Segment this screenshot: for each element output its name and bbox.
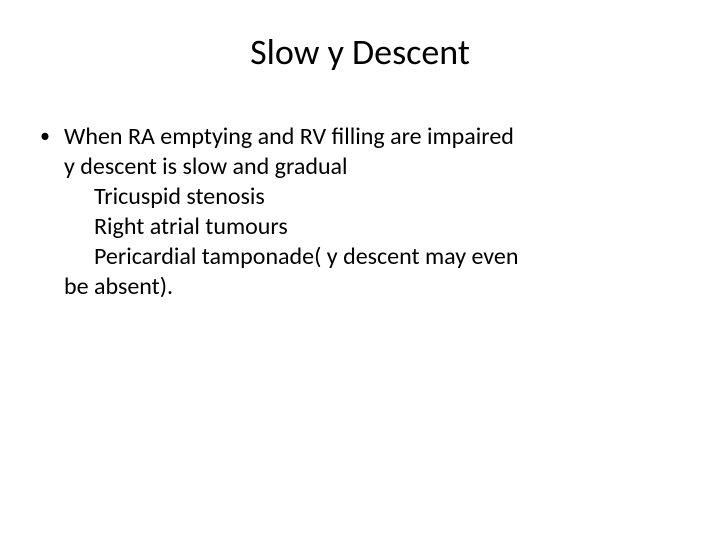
slide: Slow y Descent • When RA emptying and RV… bbox=[0, 0, 720, 540]
bullet-text: When RA emptying and RV filling are impa… bbox=[64, 122, 684, 302]
bullet-marker-icon: • bbox=[36, 122, 64, 151]
slide-title: Slow y Descent bbox=[36, 30, 684, 74]
body-line: When RA emptying and RV filling are impa… bbox=[64, 122, 684, 152]
body-line: y descent is slow and gradual bbox=[64, 152, 684, 182]
body-line-indent: Right atrial tumours bbox=[64, 212, 684, 242]
body-line-indent: Tricuspid stenosis bbox=[64, 182, 684, 212]
bullet-item: • When RA emptying and RV filling are im… bbox=[36, 122, 684, 302]
body-line-indent: Pericardial tamponade( y descent may eve… bbox=[64, 242, 684, 272]
slide-body: • When RA emptying and RV filling are im… bbox=[36, 122, 684, 302]
body-line: be absent). bbox=[64, 272, 684, 302]
